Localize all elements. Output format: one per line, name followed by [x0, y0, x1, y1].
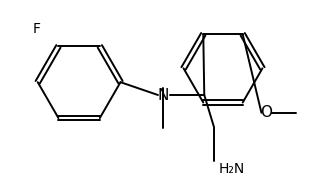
Text: F: F [33, 22, 41, 36]
Text: N: N [157, 88, 169, 102]
Text: O: O [260, 105, 272, 120]
Text: H₂N: H₂N [219, 162, 245, 176]
